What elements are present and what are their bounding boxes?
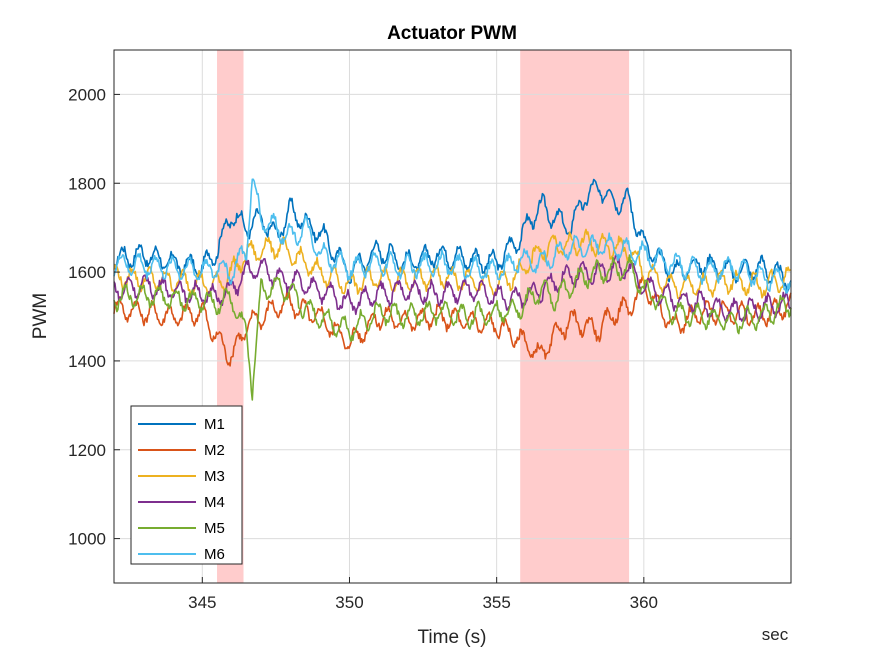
x-unit-label: sec (762, 625, 789, 644)
chart-title: Actuator PWM (387, 23, 517, 44)
x-tick-label: 345 (188, 593, 216, 612)
x-tick-label: 350 (335, 593, 363, 612)
series-line-m2 (113, 276, 792, 367)
legend-label-m3: M3 (204, 468, 225, 485)
y-axis-ticks: 1000 1200 1400 1600 1800 2000 (68, 85, 120, 549)
y-tick-label: 1000 (68, 530, 106, 549)
legend: M1 M2 M3 M4 M5 M6 (130, 405, 243, 565)
x-tick-label: 360 (630, 593, 658, 612)
legend-label-m6: M6 (204, 546, 225, 563)
series-lines (113, 178, 792, 401)
series-line-m5 (113, 254, 792, 401)
plot-frame (113, 49, 792, 584)
y-axis-label: PWM (30, 293, 51, 339)
y-tick-label: 1600 (68, 263, 106, 282)
highlight-region-2 (520, 50, 630, 583)
legend-label-m4: M4 (204, 494, 225, 511)
legend-label-m2: M2 (204, 442, 225, 459)
x-axis-label: Time (s) (418, 627, 487, 648)
y-tick-label: 2000 (68, 85, 106, 104)
x-tick-label: 355 (482, 593, 510, 612)
series-line-m6 (113, 178, 792, 294)
legend-box (130, 405, 243, 565)
y-tick-label: 1800 (68, 174, 106, 193)
legend-label-m5: M5 (204, 520, 225, 537)
x-axis-ticks: 345 350 355 360 (188, 577, 658, 612)
y-tick-label: 1400 (68, 352, 106, 371)
legend-label-m1: M1 (204, 416, 225, 433)
y-tick-label: 1200 (68, 441, 106, 460)
